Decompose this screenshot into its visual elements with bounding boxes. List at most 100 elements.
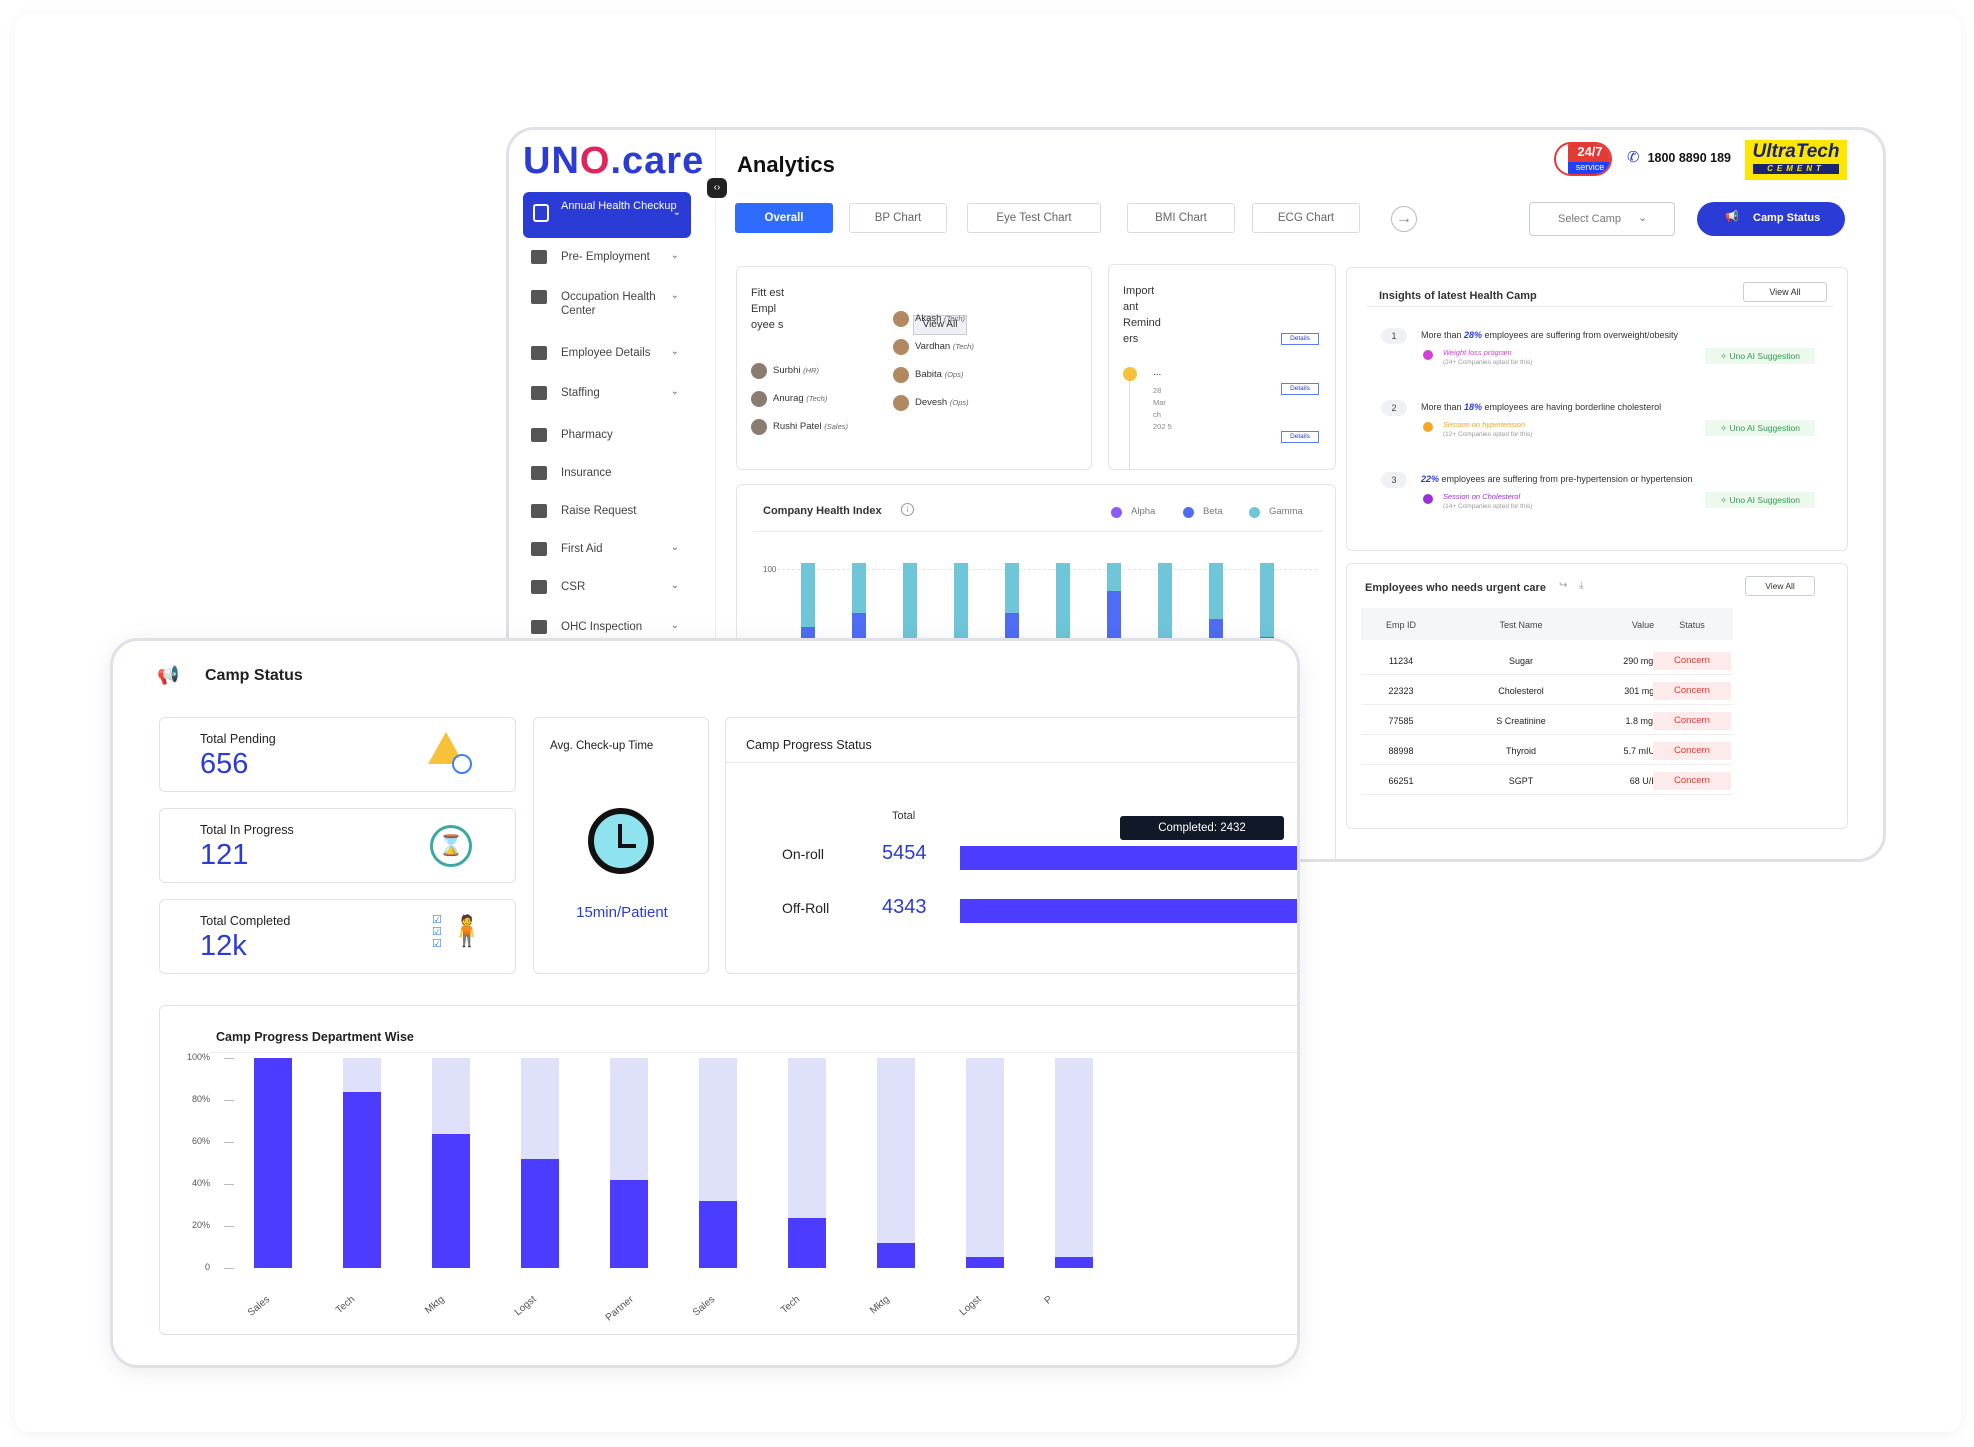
sidebar-item-label: Raise Request xyxy=(561,505,637,517)
sidebar-item-label: OHC Inspection xyxy=(561,621,643,633)
health-index-bar-beta[interactable] xyxy=(852,613,866,643)
dept-bar-completed[interactable] xyxy=(877,1243,915,1268)
legend-label: Gamma xyxy=(1269,506,1303,517)
dept-bar-completed[interactable] xyxy=(699,1201,737,1268)
status-badge: Concern xyxy=(1653,742,1731,760)
dept-bar-remaining[interactable] xyxy=(877,1058,915,1268)
view-all-button[interactable]: View All xyxy=(1743,282,1827,302)
program-link[interactable]: Session on Cholesterol xyxy=(1443,492,1521,501)
phone-number[interactable]: ✆ 1800 8890 189 xyxy=(1627,148,1731,166)
y-tick: 100 xyxy=(763,565,777,574)
legend-dot xyxy=(1111,507,1122,518)
table-cell: Thyroid xyxy=(1505,746,1536,756)
legend-label: Alpha xyxy=(1131,506,1156,517)
avatar xyxy=(751,391,767,407)
table-cell: 11234 xyxy=(1388,656,1414,666)
table-cell: Sugar xyxy=(1508,656,1534,666)
view-all-button[interactable]: View All xyxy=(1745,576,1815,596)
important-reminders-card: Import ant Remind ers Details Details De… xyxy=(1108,264,1336,470)
nav-icon xyxy=(531,504,547,518)
health-index-bar-beta[interactable] xyxy=(1107,591,1121,643)
sidebar-item-annual-health-checkup[interactable]: Annual Health Checkup ⌄ xyxy=(523,192,691,238)
chevron-down-icon: ⌄ xyxy=(1638,212,1648,224)
stat-label: Total Completed xyxy=(200,914,291,928)
health-index-bar-beta[interactable] xyxy=(1209,619,1223,643)
onroll-bar[interactable] xyxy=(960,846,1297,870)
view-all-button[interactable]: View All xyxy=(913,315,967,335)
divider xyxy=(1367,306,1833,307)
timeline-line xyxy=(1129,369,1130,469)
dept-bar-completed[interactable] xyxy=(1055,1257,1093,1268)
row-divider xyxy=(1361,704,1733,705)
health-index-bar[interactable] xyxy=(1158,563,1172,643)
ai-suggestion-button[interactable]: ✧ Uno AI Suggestion xyxy=(1705,348,1815,364)
table-cell: 290 mg/dl xyxy=(1623,656,1663,666)
y-tick-mark xyxy=(224,1058,234,1059)
info-icon[interactable]: i xyxy=(901,503,914,516)
x-tick-label: Tech xyxy=(778,1294,803,1317)
row-divider xyxy=(1361,674,1733,675)
divider xyxy=(210,1052,1297,1053)
tooltip: Completed: 2432 xyxy=(1120,816,1284,840)
program-link[interactable]: Weight loss program xyxy=(1443,348,1512,357)
table-cell: 22323 xyxy=(1388,686,1414,696)
camp-status-button[interactable]: 📢 Camp Status xyxy=(1697,202,1845,236)
stat-value: 121 xyxy=(200,839,249,871)
employee-name: Surbhi (HR) xyxy=(773,365,819,376)
dept-bar-completed[interactable] xyxy=(788,1218,826,1268)
download-icon[interactable]: ⤓ xyxy=(1579,580,1584,591)
nav-icon xyxy=(531,542,547,556)
select-camp-dropdown[interactable]: Select Camp ⌄ xyxy=(1529,202,1675,236)
sparkle-icon: ✧ xyxy=(1720,351,1728,361)
employee-name: Babita (Ops) xyxy=(915,369,964,380)
dept-bar-remaining[interactable] xyxy=(1055,1058,1093,1268)
table-cell: 88998 xyxy=(1388,746,1414,756)
details-button[interactable]: Details xyxy=(1281,333,1319,345)
dept-bar-completed[interactable] xyxy=(521,1159,559,1268)
share-icon[interactable]: ↪ xyxy=(1559,580,1568,591)
details-button[interactable]: Details xyxy=(1281,383,1319,395)
ai-suggestion-button[interactable]: ✧ Uno AI Suggestion xyxy=(1705,492,1815,508)
health-index-bar[interactable] xyxy=(1056,563,1070,643)
presenter-icon: 🧍 xyxy=(448,915,486,948)
chevron-down-icon: ⌄ xyxy=(670,386,679,397)
health-index-bar[interactable] xyxy=(903,563,917,643)
health-index-bar-beta[interactable] xyxy=(1005,613,1019,643)
dept-bar-remaining[interactable] xyxy=(966,1058,1004,1268)
urgent-care-card: Employees who needs urgent care ↪ ⤓ View… xyxy=(1346,563,1848,829)
offroll-bar[interactable] xyxy=(960,899,1297,923)
tab-eye-test-chart[interactable]: Eye Test Chart xyxy=(967,203,1101,233)
avg-checkup-card: Avg. Check-up Time 15min/Patient xyxy=(533,717,709,974)
details-button[interactable]: Details xyxy=(1281,431,1319,443)
page-title: Analytics xyxy=(737,152,835,177)
tab-bmi-chart[interactable]: BMI Chart xyxy=(1127,203,1235,233)
health-index-bar[interactable] xyxy=(954,563,968,643)
dept-bar-completed[interactable] xyxy=(966,1257,1004,1268)
chevron-down-icon: ⌄ xyxy=(670,620,679,631)
y-tick-mark xyxy=(224,1142,234,1143)
y-tick-label: 40% xyxy=(191,1178,210,1188)
opted-text: (14+ Companies opted for this) xyxy=(1443,503,1533,510)
health-index-bar[interactable] xyxy=(801,563,815,643)
stat-label: Total In Progress xyxy=(200,823,294,837)
chevron-down-icon: ⌄ xyxy=(670,580,679,591)
x-tick-label: Sales xyxy=(245,1294,273,1319)
chevron-down-icon: ⌄ xyxy=(672,207,681,218)
status-badge: Concern xyxy=(1653,682,1731,700)
sidebar-toggle-button[interactable]: ‹› xyxy=(707,178,727,198)
dept-bar-completed[interactable] xyxy=(254,1058,292,1268)
next-tabs-arrow-icon[interactable]: → xyxy=(1391,206,1417,232)
checklist-icon: ☑ ☑ ☑ xyxy=(432,914,442,950)
tab-bp-chart[interactable]: BP Chart xyxy=(849,203,947,233)
insight-text: 22% employees are suffering from pre-hyp… xyxy=(1421,474,1693,484)
phone-icon: ✆ xyxy=(1627,149,1640,166)
health-index-bar[interactable] xyxy=(1260,563,1274,643)
program-link[interactable]: Session on hypertension xyxy=(1443,420,1526,429)
ai-suggestion-button[interactable]: ✧ Uno AI Suggestion xyxy=(1705,420,1815,436)
tab-overall[interactable]: Overall xyxy=(735,203,833,233)
tab-ecg-chart[interactable]: ECG Chart xyxy=(1252,203,1360,233)
dept-bar-completed[interactable] xyxy=(610,1180,648,1268)
dept-bar-completed[interactable] xyxy=(432,1134,470,1268)
onroll-value: 5454 xyxy=(882,842,927,864)
dept-bar-completed[interactable] xyxy=(343,1092,381,1268)
